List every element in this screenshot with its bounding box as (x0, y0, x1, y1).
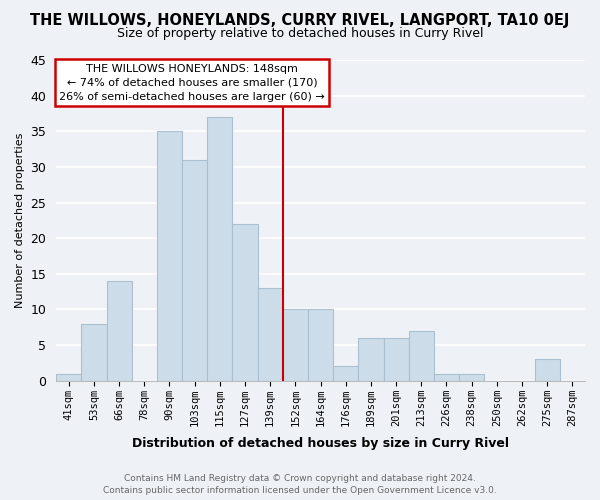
Bar (308, 310, 333, 381)
Bar (82, 324, 107, 381)
Bar (107, 281, 132, 381)
X-axis label: Distribution of detached houses by size in Curry Rivel: Distribution of detached houses by size … (132, 437, 509, 450)
Text: Size of property relative to detached houses in Curry Rivel: Size of property relative to detached ho… (117, 28, 483, 40)
Bar (434, 374, 459, 381)
Text: Contains HM Land Registry data © Crown copyright and database right 2024.
Contai: Contains HM Land Registry data © Crown c… (103, 474, 497, 495)
Text: THE WILLOWS HONEYLANDS: 148sqm
← 74% of detached houses are smaller (170)
26% of: THE WILLOWS HONEYLANDS: 148sqm ← 74% of … (59, 64, 325, 102)
Bar (207, 117, 232, 381)
Bar (257, 288, 283, 381)
Bar (535, 360, 560, 381)
Bar (182, 160, 207, 381)
Bar (383, 338, 409, 381)
Bar (232, 224, 257, 381)
Bar (157, 132, 182, 381)
Bar (56, 374, 82, 381)
Bar (358, 338, 383, 381)
Bar (333, 366, 358, 381)
Text: THE WILLOWS, HONEYLANDS, CURRY RIVEL, LANGPORT, TA10 0EJ: THE WILLOWS, HONEYLANDS, CURRY RIVEL, LA… (31, 12, 569, 28)
Y-axis label: Number of detached properties: Number of detached properties (15, 132, 25, 308)
Bar (283, 310, 308, 381)
Bar (459, 374, 484, 381)
Bar (409, 331, 434, 381)
